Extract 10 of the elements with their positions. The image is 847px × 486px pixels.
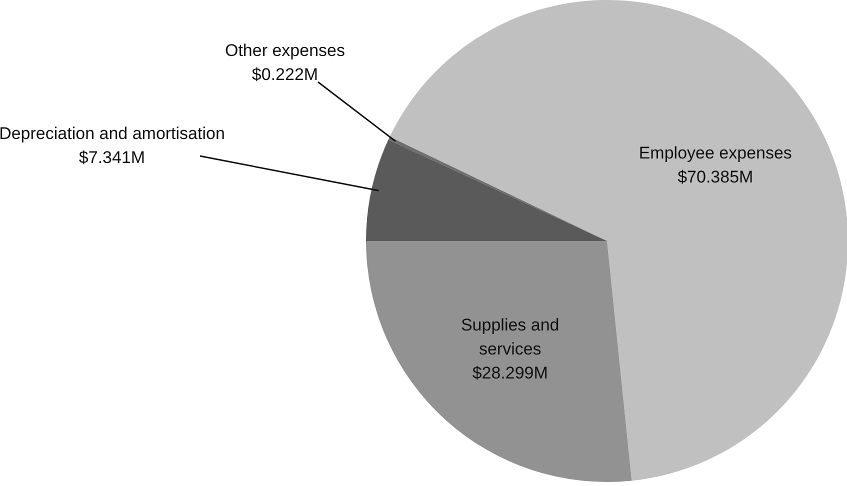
- data-label: $0.222M: [252, 65, 318, 84]
- slice-label: Other expenses: [224, 41, 346, 60]
- pie-slice: [390, 0, 847, 481]
- pie-slice: [366, 241, 632, 482]
- data-label: $7.341M: [78, 148, 146, 167]
- slice-label: Supplies and services: [460, 315, 560, 358]
- data-label: $28.299M: [472, 363, 548, 382]
- slice-label: Depreciation and amortisation: [0, 124, 225, 143]
- slice-label: Employee expenses: [638, 144, 792, 163]
- data-label: $70.385M: [678, 168, 754, 187]
